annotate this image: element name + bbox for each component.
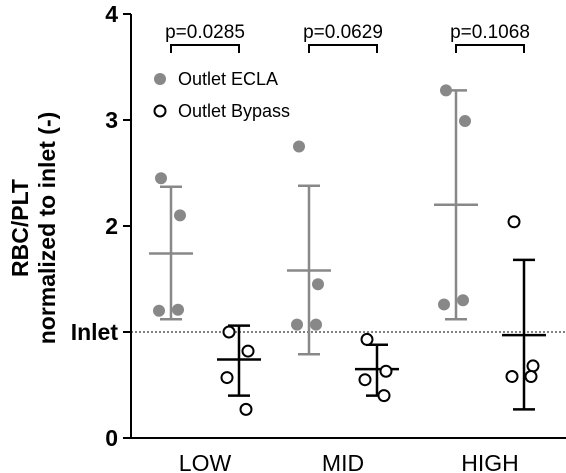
y-tick-label: Inlet <box>71 319 119 345</box>
y-axis-title: RBC/PLT normalized to inlet (-) <box>7 112 60 345</box>
data-point <box>377 389 391 403</box>
legend-marker <box>154 73 166 85</box>
data-point <box>153 304 165 317</box>
x-tick-label: MID <box>322 450 364 473</box>
data-point <box>291 318 303 331</box>
p-value-label: p=0.1068 <box>450 22 530 43</box>
legend: Outlet ECLA Outlet Bypass <box>153 69 290 121</box>
series-0 <box>149 84 478 356</box>
legend-label: Outlet Bypass <box>178 101 290 121</box>
legend-marker <box>153 104 167 118</box>
data-point <box>459 115 471 128</box>
y-axis-title-line1: RBC/PLT <box>7 179 33 277</box>
data-point <box>526 359 540 373</box>
x-tick-label: LOW <box>179 450 232 473</box>
x-ticks: LOW MID HIGH <box>179 450 519 473</box>
data-point <box>360 332 374 346</box>
data-point <box>457 294 469 307</box>
y-ticks: 0 Inlet 2 3 4 <box>71 1 131 451</box>
data-point <box>220 371 234 385</box>
annotations: p=0.0285 p=0.0629 p=0.1068 <box>165 22 530 53</box>
data-point <box>438 298 450 311</box>
data-point <box>379 364 393 378</box>
y-tick-label: 2 <box>105 213 118 239</box>
data-point <box>222 325 236 339</box>
p-value-label: p=0.0629 <box>303 22 383 43</box>
data-point <box>524 370 538 384</box>
legend-label: Outlet ECLA <box>178 69 278 89</box>
significance-bracket <box>455 44 525 53</box>
y-tick-label: 3 <box>105 107 118 133</box>
data-point <box>358 373 372 387</box>
data-point <box>293 140 305 153</box>
significance-bracket <box>170 44 240 53</box>
y-axis-title-line2: normalized to inlet (-) <box>34 112 60 345</box>
y-tick-label: 4 <box>105 1 118 27</box>
data-point <box>312 278 324 291</box>
data-point <box>172 303 184 316</box>
p-value-label: p=0.0285 <box>165 22 245 43</box>
significance-bracket <box>308 44 378 53</box>
data-point <box>241 344 255 358</box>
data-point <box>507 215 521 229</box>
data-point <box>440 84 452 97</box>
data-point <box>505 370 519 384</box>
x-tick-label: HIGH <box>461 450 519 473</box>
data-point <box>155 172 167 185</box>
series-1 <box>217 215 546 416</box>
y-tick-label: 0 <box>105 425 118 451</box>
data-point <box>239 402 253 416</box>
data-point <box>174 209 186 222</box>
data-point <box>310 318 322 331</box>
series-layer <box>149 84 546 416</box>
